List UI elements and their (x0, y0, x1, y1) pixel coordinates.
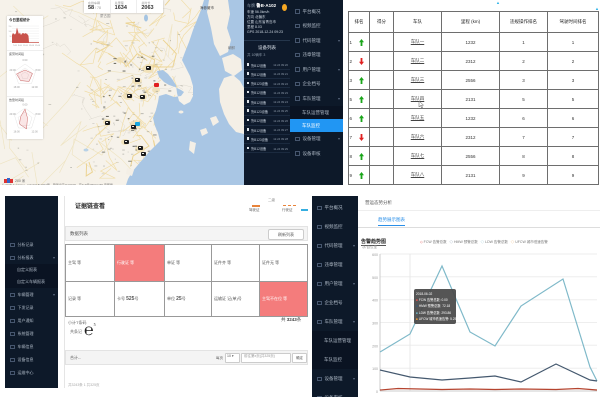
svg-text:300: 300 (372, 322, 378, 326)
svg-text:20:00: 20:00 (10, 69, 17, 72)
svg-text:16:00: 16:00 (14, 86, 21, 89)
svg-text:100: 100 (372, 367, 378, 371)
svg-text:0: 0 (11, 41, 12, 43)
svg-text:0: 0 (376, 390, 378, 394)
svg-text:20:00: 20:00 (10, 113, 17, 116)
svg-text:12:00: 12:00 (32, 86, 39, 89)
svg-text:8:00: 8:00 (36, 113, 41, 116)
svg-text:500: 500 (372, 276, 378, 280)
svg-text:150: 150 (9, 26, 12, 28)
svg-text:9:00: 9:00 (18, 45, 23, 47)
svg-text:400: 400 (372, 299, 378, 303)
svg-text:12:00: 12:00 (32, 130, 39, 133)
svg-text:600: 600 (372, 253, 378, 257)
svg-text:0:00: 0:00 (23, 59, 28, 62)
svg-text:16:00: 16:00 (14, 130, 21, 133)
svg-text:100: 100 (9, 31, 12, 33)
svg-text:0:00: 0:00 (23, 103, 28, 106)
svg-text:11:00: 11:00 (23, 45, 29, 47)
svg-text:8:00: 8:00 (36, 69, 41, 72)
svg-text:15:00: 15:00 (35, 45, 41, 47)
svg-text:13:00: 13:00 (29, 45, 35, 47)
svg-text:50: 50 (10, 36, 12, 38)
svg-text:200: 200 (372, 344, 378, 348)
svg-text:7:00: 7:00 (13, 45, 18, 47)
